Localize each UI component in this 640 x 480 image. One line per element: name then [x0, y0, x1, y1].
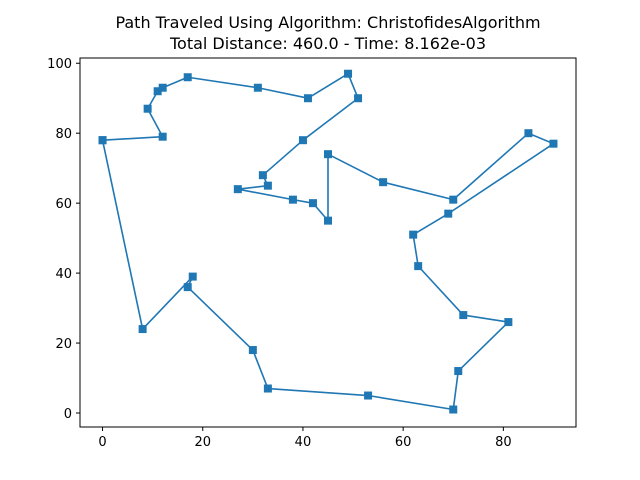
route-point-marker: [158, 132, 167, 141]
route-point-marker: [153, 87, 162, 96]
chart-subtitle: Total Distance: 460.0 - Time: 8.162e-03: [169, 34, 486, 53]
axes-frame: [79, 57, 577, 428]
chart-title: Path Traveled Using Algorithm: Christofi…: [115, 13, 540, 32]
route-point-marker: [253, 83, 262, 92]
route-point-marker: [354, 94, 363, 103]
route-point-marker: [138, 325, 147, 334]
route-point-marker: [504, 318, 513, 327]
route-point-marker: [308, 199, 317, 208]
route-point-marker: [324, 216, 332, 225]
route-point-marker: [449, 195, 458, 204]
x-tick-label: 80: [495, 435, 512, 450]
route-point-marker: [258, 171, 267, 180]
route-point-marker: [263, 384, 272, 393]
route-point-marker: [449, 405, 458, 414]
x-tick-label: 0: [98, 435, 106, 450]
route-point-marker: [549, 139, 558, 148]
y-tick-label: 60: [55, 197, 72, 212]
route-point-marker: [459, 311, 468, 320]
route-point-marker: [233, 185, 242, 194]
plot-area: 0 20 40 60 80 0 20 40 60 80 100: [47, 57, 577, 450]
route-line: [101, 72, 555, 411]
route-point-marker: [324, 150, 332, 159]
route-point-marker: [143, 104, 152, 113]
route-point-marker: [298, 136, 307, 145]
y-tick-label: 80: [55, 127, 72, 142]
route-point-marker: [409, 230, 418, 239]
route-point-marker: [454, 367, 463, 376]
route-point-marker: [364, 391, 373, 400]
x-tick-label: 20: [194, 435, 211, 450]
route-point-marker: [379, 178, 388, 187]
route-point-marker: [524, 129, 533, 138]
y-tick-label: 40: [55, 267, 72, 282]
y-tick-label: 0: [64, 407, 72, 422]
route-point-marker: [344, 69, 353, 78]
route-point-marker: [98, 136, 107, 145]
x-tick-label: 60: [395, 435, 412, 450]
route-point-marker: [444, 209, 453, 218]
route-point-marker: [414, 262, 423, 271]
y-tick-label: 20: [55, 337, 72, 352]
route-point-marker: [263, 181, 272, 190]
route-point-marker: [248, 346, 257, 355]
y-tick-label: 100: [47, 57, 72, 72]
route-point-marker: [183, 283, 192, 292]
x-tick-label: 40: [295, 435, 312, 450]
route-point-marker: [188, 272, 197, 281]
route-point-marker: [158, 83, 167, 92]
route-point-marker: [288, 195, 297, 204]
route-point-marker: [303, 94, 312, 103]
route-point-marker: [183, 73, 192, 82]
